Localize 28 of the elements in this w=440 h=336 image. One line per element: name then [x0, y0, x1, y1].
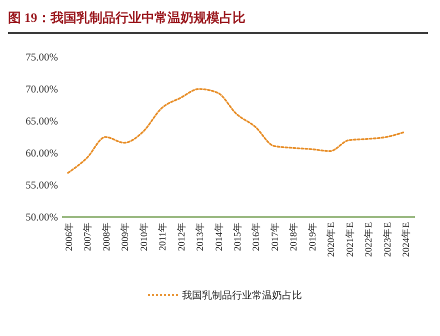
y-tick-label: 70.00%	[26, 84, 58, 96]
x-tick-label: 2015年	[232, 222, 244, 251]
legend-label: 我国乳制品行业常温奶占比	[182, 290, 302, 302]
x-tick-label: 2009年	[119, 222, 132, 251]
x-tick-label: 2013年	[194, 222, 206, 251]
x-tick-label: 2012年	[175, 222, 188, 251]
y-tick-label: 55.00%	[26, 180, 58, 192]
x-tick-label: 2019年	[306, 222, 318, 251]
chart-title: 图 19：我国乳制品行业中常温奶规模占比	[8, 10, 246, 25]
x-tick-label: 2024年E	[400, 222, 412, 257]
x-tick-label: 2011年	[156, 222, 169, 251]
x-tick-label: 2020年E	[325, 222, 338, 257]
y-tick-label: 60.00%	[26, 148, 58, 160]
line-series	[67, 88, 406, 174]
x-tick-label: 2014年	[212, 222, 225, 251]
y-tick-label: 50.00%	[26, 212, 58, 224]
y-tick-label: 65.00%	[26, 116, 58, 128]
x-tick-label: 2021年E	[344, 222, 356, 257]
y-tick-label: 75.00%	[26, 52, 58, 64]
x-tick-label: 2022年E	[362, 222, 375, 257]
x-tick-label: 2008年	[100, 222, 112, 251]
x-tick-label: 2007年	[82, 222, 94, 251]
x-tick-label: 2018年	[288, 222, 300, 251]
x-tick-label: 2010年	[138, 222, 150, 251]
x-tick-label: 2006年	[63, 222, 75, 251]
x-tick-label: 2017年	[268, 222, 281, 251]
x-tick-label: 2023年E	[381, 222, 394, 257]
x-tick-label: 2016年	[250, 222, 262, 251]
